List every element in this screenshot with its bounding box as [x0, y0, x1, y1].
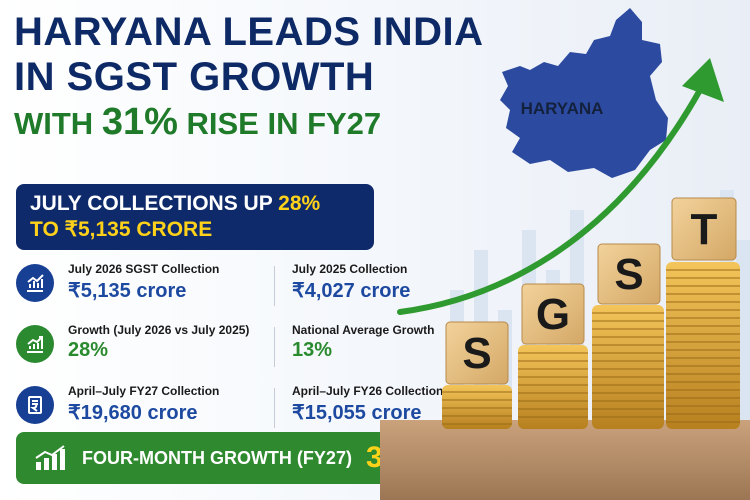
rupee-document-icon	[16, 386, 54, 424]
headline-line-2: IN SGST GROWTH	[14, 55, 375, 99]
stat-label: April–July FY26 Collection	[292, 384, 444, 398]
stat-value: ₹4,027 crore	[292, 280, 411, 302]
letter-tile: T	[671, 197, 737, 261]
stat-row: April–July FY27 Collection ₹19,680 crore…	[16, 380, 443, 436]
divider	[274, 388, 275, 428]
stat-cell: April–July FY27 Collection ₹19,680 crore	[68, 384, 219, 425]
stat-label: July 2026 SGST Collection	[68, 262, 220, 276]
stat-label: April–July FY27 Collection	[68, 384, 220, 398]
stat-value: 13%	[292, 339, 333, 361]
four-month-growth-banner: FOUR-MONTH GROWTH (FY27) 31%	[16, 432, 426, 484]
letter-tile: S	[597, 243, 661, 305]
bottom-label: FOUR-MONTH GROWTH (FY27)	[81, 447, 352, 468]
banner-percent: 28%	[278, 192, 321, 215]
bar-chart-icon	[16, 264, 54, 302]
stat-cell: July 2025 Collection ₹4,027 crore	[292, 262, 410, 303]
bar-chart-icon	[35, 445, 65, 470]
svg-text:S: S	[614, 250, 643, 299]
july-collections-banner: JULY COLLECTIONS UP 28% TO ₹5,135 CRORE	[16, 184, 374, 250]
arrow-head-icon	[682, 58, 724, 102]
stat-label: National Average Growth	[292, 323, 435, 337]
letter-tile: G	[521, 283, 585, 345]
stat-value: ₹5,135 crore	[68, 280, 187, 302]
headline: HARYANA LEADS INDIA IN SGST GROWTH WITH …	[14, 10, 484, 144]
banner-text: JULY COLLECTIONS UP	[30, 192, 279, 215]
banner-amount: TO ₹5,135 CRORE	[30, 218, 213, 241]
haryana-map	[500, 8, 668, 178]
coin-stack-2	[518, 345, 588, 429]
stat-cell: National Average Growth 13%	[292, 323, 434, 362]
stat-value: 28%	[68, 339, 109, 361]
growth-chart-icon	[16, 325, 54, 363]
headline-line-3: WITH 31% RISE IN FY27	[14, 101, 382, 143]
stat-row: July 2026 SGST Collection ₹5,135 crore J…	[16, 258, 434, 314]
stats-grid: July 2026 SGST Collection ₹5,135 crore J…	[16, 258, 443, 441]
stat-value: ₹19,680 crore	[68, 402, 198, 424]
map-label: HARYANA	[521, 99, 604, 118]
headline-percent: 31%	[101, 101, 178, 143]
stat-cell: Growth (July 2026 vs July 2025) 28%	[68, 323, 249, 362]
svg-text:T: T	[691, 205, 718, 254]
stat-label: July 2025 Collection	[292, 262, 408, 276]
svg-text:S: S	[462, 329, 491, 378]
coin-stack-3	[592, 305, 664, 429]
stat-label: Growth (July 2026 vs July 2025)	[68, 323, 250, 337]
coin-stack-4	[666, 262, 740, 429]
headline-line-1: HARYANA LEADS INDIA	[14, 10, 484, 54]
stat-row: Growth (July 2026 vs July 2025) 28% Nati…	[16, 319, 434, 375]
divider	[274, 266, 275, 306]
illustration: HARYANA S G S T	[380, 8, 750, 500]
stat-value: ₹15,055 crore	[292, 402, 422, 424]
letter-tile: S	[445, 321, 509, 385]
growth-arrow	[397, 87, 703, 315]
stat-cell: July 2026 SGST Collection ₹5,135 crore	[68, 262, 219, 303]
table-surface	[380, 420, 750, 500]
stat-cell: April–July FY26 Collection ₹15,055 crore	[292, 384, 443, 425]
divider	[274, 327, 275, 367]
svg-text:G: G	[536, 290, 570, 339]
coin-stack-1	[442, 385, 512, 429]
